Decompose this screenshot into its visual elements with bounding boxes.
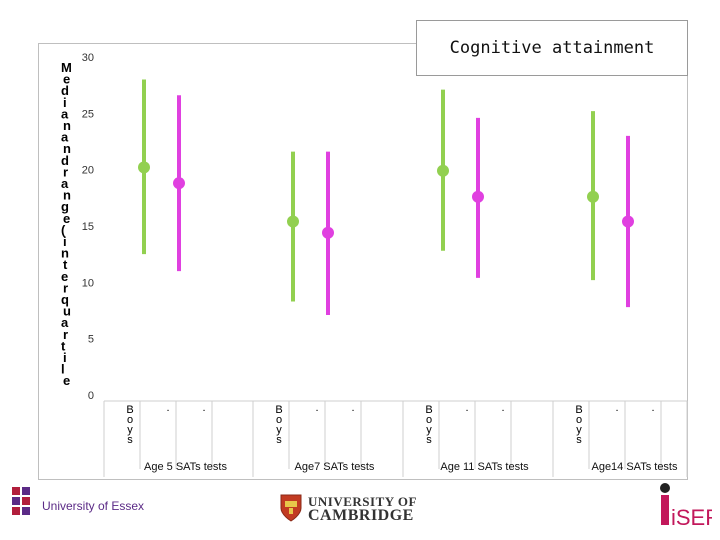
cambridge-shield-icon [280, 494, 302, 522]
y-axis-label-char: n [63, 141, 71, 156]
subcategory-label-char: B [575, 404, 582, 416]
y-axis-label-char: r [63, 327, 68, 342]
median-point [472, 190, 484, 203]
chart-svg: 051015202530Medianandrange(interquartile… [61, 52, 688, 477]
subcategory-label-char: s [127, 434, 133, 446]
y-axis-label-char: i [63, 350, 67, 365]
y-axis-label-char: g [61, 199, 69, 214]
y-tick-label: 25 [82, 108, 94, 120]
y-axis-label-char: a [61, 176, 69, 191]
y-axis-label-char: M [61, 60, 72, 75]
median-point [287, 215, 299, 228]
subcategory-label-char: o [576, 414, 582, 426]
iser-logo-text: iSER [671, 505, 712, 530]
y-axis-label-char: n [63, 188, 71, 203]
subcategory-label-char: o [127, 414, 133, 426]
legend-box: Cognitive attainment [416, 20, 688, 76]
category-label: Age14 SATs tests [591, 461, 678, 473]
y-axis-label-char: u [63, 304, 71, 319]
y-tick-label: 0 [88, 390, 94, 402]
subcategory-label-char: y [127, 424, 133, 436]
essex-logo [12, 487, 30, 515]
subcategory-label-char: o [426, 414, 432, 426]
y-axis-label-char: q [61, 292, 69, 307]
y-tick-label: 30 [82, 52, 94, 64]
subcategory-label-char: s [276, 434, 282, 446]
y-axis-label-char: d [61, 153, 69, 168]
subcategory-label-char: o [276, 414, 282, 426]
median-point [322, 226, 334, 239]
essex-logo-text: University of Essex [42, 499, 145, 513]
subcategory-label: . [351, 402, 354, 414]
median-point [437, 164, 449, 177]
subcategory-label-char: y [276, 424, 282, 436]
legend-title: Cognitive attainment [449, 38, 655, 58]
y-axis-label-char: n [63, 118, 71, 133]
y-tick-label: 20 [82, 165, 94, 177]
y-tick-label: 5 [88, 334, 94, 346]
subcategory-label: . [202, 402, 205, 414]
subcategory-label: . [615, 402, 618, 414]
subcategory-label: . [501, 402, 504, 414]
subcategory-label-char: y [576, 424, 582, 436]
subcategory-label: . [166, 402, 169, 414]
iser-logo: iSER [660, 483, 712, 530]
y-tick-label: 15 [82, 221, 94, 233]
y-axis-label-char: e [63, 373, 70, 388]
median-point [173, 177, 185, 190]
subcategory-label: . [315, 402, 318, 414]
y-axis-label-char: ( [61, 222, 66, 237]
category-label: Age7 SATs tests [295, 461, 375, 473]
y-axis-label-char: a [61, 130, 69, 145]
cambridge-logo-line1: UNIVERSITY OF [308, 494, 417, 509]
subcategory-label-char: B [126, 404, 133, 416]
category-label: Age 5 SATs tests [144, 461, 227, 473]
y-axis-label-char: i [63, 234, 67, 249]
y-axis-label-char: e [63, 72, 70, 87]
y-axis-label-char: a [61, 106, 69, 121]
subcategory-label-char: s [426, 434, 432, 446]
subcategory-label-char: B [275, 404, 282, 416]
y-axis-label-char: e [61, 269, 68, 284]
cambridge-logo-line2: CAMBRIDGE [308, 507, 414, 524]
y-axis-label-char: n [61, 246, 69, 261]
y-axis-label-char: a [61, 315, 69, 330]
y-axis-label-char: e [63, 211, 70, 226]
subcategory-label-char: B [425, 404, 432, 416]
category-label: Age 11 SATs tests [440, 461, 529, 473]
y-axis-label-char: t [63, 257, 68, 272]
subcategory-label-char: y [426, 424, 432, 436]
y-tick-label: 10 [82, 277, 94, 289]
median-point [587, 190, 599, 203]
y-axis-label-char: r [63, 164, 68, 179]
y-axis-label-char: d [61, 83, 69, 98]
y-axis-label-char: i [63, 95, 67, 110]
subcategory-label: . [465, 402, 468, 414]
y-axis-label-char: r [63, 280, 68, 295]
median-point [138, 161, 150, 174]
y-axis-label-char: l [61, 362, 65, 377]
y-axis-label-char: t [61, 338, 66, 353]
subcategory-label-char: s [576, 434, 582, 446]
subcategory-label: . [651, 402, 654, 414]
median-point [622, 215, 634, 228]
